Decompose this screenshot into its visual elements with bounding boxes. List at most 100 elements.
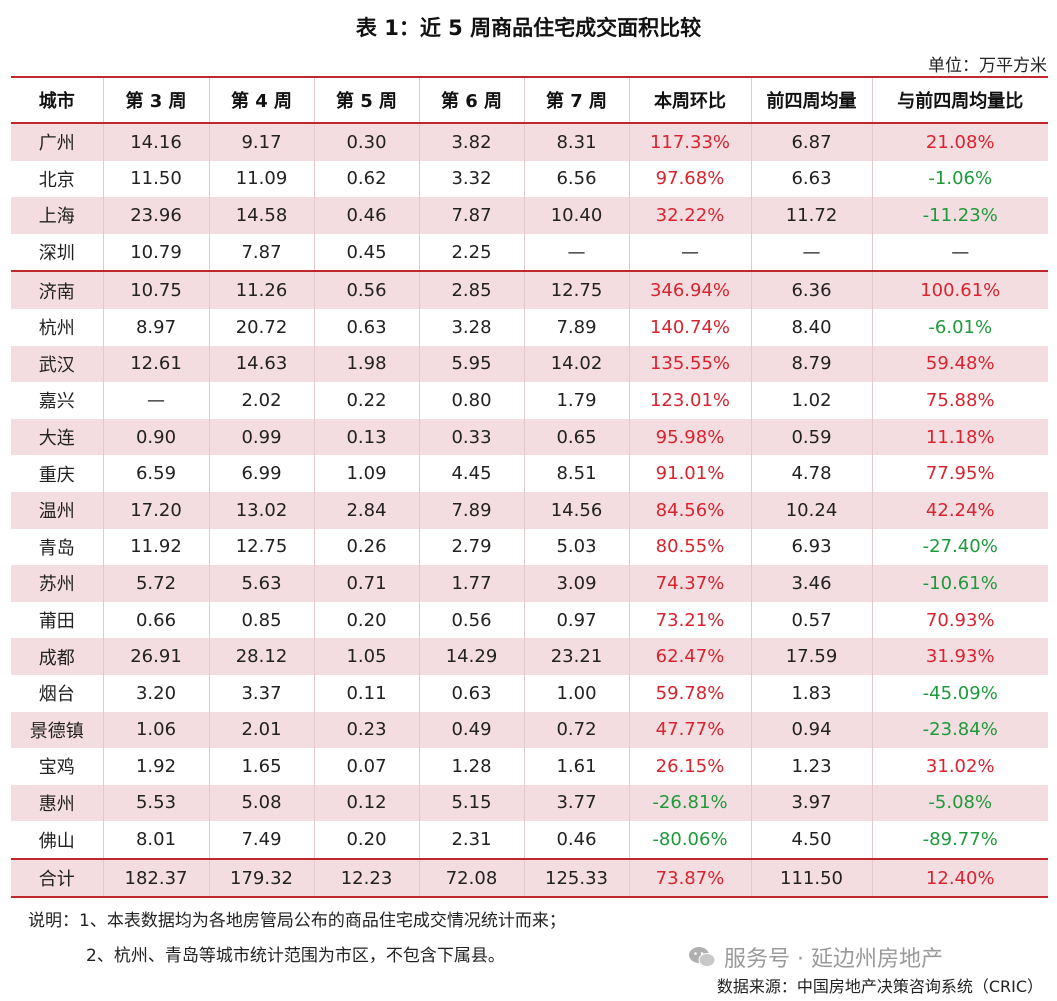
city-cell: 青岛 <box>11 528 103 566</box>
value-cell-avg4: 11.72 <box>750 197 872 234</box>
value-cell-w3: 12.61 <box>102 345 209 383</box>
table-row: 烟台 3.20 3.37 0.11 0.63 1.00 59.78% 1.83 -45.09% <box>11 674 1048 712</box>
value-cell-w3: 0.90 <box>102 418 209 456</box>
value-cell-w5: 1.05 <box>313 638 419 675</box>
value-cell-vsavg: -6.01% <box>871 308 1048 346</box>
value-cell-mom: 62.47% <box>628 638 751 675</box>
city-cell: 烟台 <box>11 674 103 712</box>
value-cell-w5: 0.20 <box>313 821 419 859</box>
value-cell-w4: 28.12 <box>208 638 314 675</box>
value-cell-vsavg: -5.08% <box>871 784 1048 822</box>
value-cell-vsavg: 77.95% <box>871 455 1048 492</box>
header-cell: 第 7 周 <box>523 77 629 124</box>
value-cell-w3: 6.59 <box>102 455 209 492</box>
value-cell-w3: 1.06 <box>102 711 209 749</box>
value-cell-vsavg: -89.77% <box>871 821 1048 859</box>
table-row: 深圳 10.79 7.87 0.45 2.25— — — — <box>11 233 1048 272</box>
value-cell-w5: 0.62 <box>313 160 419 198</box>
value-cell-avg4: 1.83 <box>750 674 872 712</box>
table-row: 济南 10.75 11.26 0.56 2.85 12.75 346.94% 6.36 100.… <box>11 270 1048 309</box>
value-cell-w6: 0.56 <box>418 601 524 639</box>
value-cell-w6: 5.95 <box>418 345 524 383</box>
value-cell-mom: 80.55% <box>628 528 751 566</box>
value-cell-w7: 125.33 <box>523 857 629 898</box>
table-row: 苏州 5.72 5.63 0.71 1.77 3.09 74.37% 3.46 -10.61% <box>11 565 1048 602</box>
value-cell-w5: 0.30 <box>313 123 419 161</box>
value-cell-avg4: 10.24 <box>750 491 872 529</box>
value-cell-w4: 0.99 <box>208 418 314 456</box>
value-cell-w4: 9.17 <box>208 123 314 161</box>
value-cell-w6: 3.28 <box>418 308 524 346</box>
value-cell-w4: 2.02 <box>208 382 314 419</box>
value-cell-vsavg: -23.84% <box>871 711 1048 749</box>
city-cell: 宝鸡 <box>11 748 103 785</box>
value-cell-w3: 0.66 <box>102 601 209 639</box>
value-cell-avg4: 111.50 <box>750 857 872 898</box>
table-row: 重庆 6.59 6.99 1.09 4.45 8.51 91.01% 4.78 77.95% <box>11 455 1048 492</box>
value-cell-w5: 0.26 <box>313 528 419 566</box>
value-cell-mom: 73.21% <box>628 601 751 639</box>
value-cell-mom: 135.55% <box>628 345 751 383</box>
value-cell-avg4: 1.02 <box>750 382 872 419</box>
header-cell: 第 6 周 <box>418 77 524 124</box>
value-cell-w5: 2.84 <box>313 491 419 529</box>
value-cell-avg4: 0.57 <box>750 601 872 639</box>
value-cell-w7: 14.56 <box>523 491 629 529</box>
header-row: 城市 第 3 周 第 4 周 第 5 周 第 6 周 第 7 周 本周环比 前四… <box>11 77 1048 124</box>
city-cell: 佛山 <box>11 821 103 859</box>
value-cell-w7: 5.03 <box>523 528 629 566</box>
value-cell-vsavg: 31.93% <box>871 638 1048 675</box>
value-cell-w7: 3.77 <box>523 784 629 822</box>
value-cell-w4: 14.63 <box>208 345 314 383</box>
value-cell-w7: 1.00 <box>523 674 629 712</box>
value-cell-w6: 0.63 <box>418 674 524 712</box>
table-row: 景德镇 1.06 2.01 0.23 0.49 0.72 47.77% 0.94 -23.84% <box>11 711 1048 749</box>
value-cell-w7: 0.97 <box>523 601 629 639</box>
total-row: 合计 182.37 179.32 12.23 72.08 125.33 73.87% 111.… <box>11 857 1048 898</box>
value-cell-w3: 5.53 <box>102 784 209 822</box>
value-cell-w5: 0.11 <box>313 674 419 712</box>
value-cell-w3: 3.20 <box>102 674 209 712</box>
header-cell: 前四周均量 <box>750 77 872 124</box>
housing-transaction-table: 城市 第 3 周 第 4 周 第 5 周 第 6 周 第 7 周 本周环比 前四… <box>11 76 1048 899</box>
value-cell-w3: 11.92 <box>102 528 209 566</box>
value-cell-w5: 0.23 <box>313 711 419 749</box>
value-cell-w6: 1.28 <box>418 748 524 785</box>
wechat-icon <box>689 947 716 967</box>
value-cell-w5: 0.63 <box>313 308 419 346</box>
value-cell-avg4: 0.59 <box>750 418 872 456</box>
value-cell-w7: 0.72 <box>523 711 629 749</box>
table-row: 广州 14.16 9.17 0.30 3.82 8.31 117.33% 6.87 21.08% <box>11 123 1048 161</box>
header-cell: 本周环比 <box>628 77 751 124</box>
value-cell-w5: 12.23 <box>313 857 419 898</box>
value-cell-w5: 0.20 <box>313 601 419 639</box>
header-cell: 第 5 周 <box>313 77 419 124</box>
value-cell-mom: 97.68% <box>628 160 751 198</box>
value-cell-avg4: 6.93 <box>750 528 872 566</box>
value-cell-mom: 59.78% <box>628 674 751 712</box>
value-cell-w6: 1.77 <box>418 565 524 602</box>
city-cell: 苏州 <box>11 565 103 602</box>
value-cell-w3: 14.16 <box>102 123 209 161</box>
value-cell-avg4: 6.63 <box>750 160 872 198</box>
table-row: 温州 17.20 13.02 2.84 7.89 14.56 84.56% 10.24 42.2… <box>11 491 1048 529</box>
note-line-1: 说明：1、本表数据均为各地房管局公布的商品住宅成交情况统计而来； <box>28 911 566 931</box>
value-cell-w5: 0.13 <box>313 418 419 456</box>
city-cell: 大连 <box>11 418 103 456</box>
value-cell-vsavg: -11.23% <box>871 197 1048 234</box>
table-row: 北京 11.50 11.09 0.62 3.32 6.56 97.68% 6.63 -1.06% <box>11 160 1048 198</box>
value-cell-w6: 0.33 <box>418 418 524 456</box>
value-cell-w4: 1.65 <box>208 748 314 785</box>
value-cell-w4: 179.32 <box>208 857 314 898</box>
value-cell-mom: 117.33% <box>628 123 751 161</box>
value-cell-mom: 346.94% <box>628 270 751 309</box>
header-cell: 城市 <box>11 77 103 124</box>
value-cell-vsavg: 21.08% <box>871 123 1048 161</box>
table-row: 成都 26.91 28.12 1.05 14.29 23.21 62.47% 17.59 31.… <box>11 638 1048 675</box>
value-cell-vsavg: -1.06% <box>871 160 1048 198</box>
value-cell-w6: 14.29 <box>418 638 524 675</box>
city-cell: 北京 <box>11 160 103 198</box>
value-cell-w7: 1.79 <box>523 382 629 419</box>
value-cell-w5: 1.09 <box>313 455 419 492</box>
city-cell: 上海 <box>11 197 103 234</box>
